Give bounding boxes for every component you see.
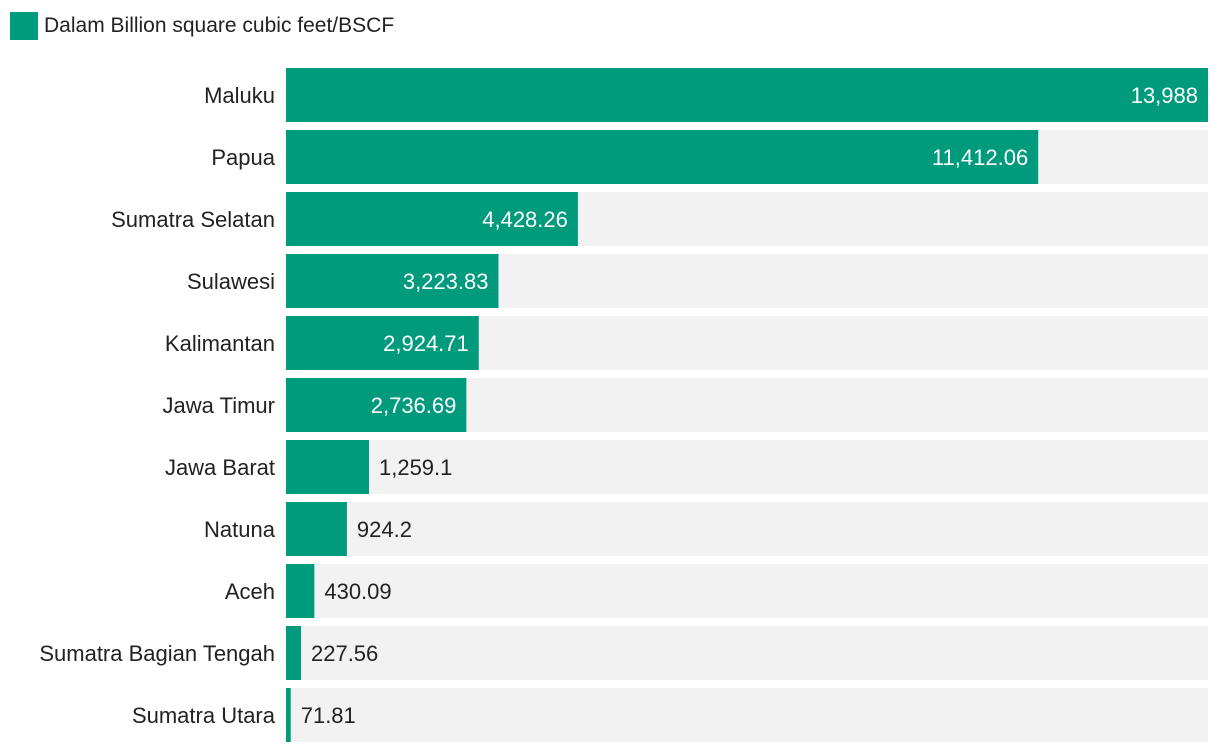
category-label: Jawa Barat bbox=[165, 455, 275, 480]
value-label: 2,924.71 bbox=[383, 331, 469, 356]
bar bbox=[286, 440, 369, 494]
category-label: Sumatra Utara bbox=[132, 703, 276, 728]
value-label: 227.56 bbox=[311, 641, 378, 666]
value-label: 11,412.06 bbox=[932, 145, 1028, 170]
value-label: 4,428.26 bbox=[482, 207, 568, 232]
value-label: 430.09 bbox=[324, 579, 391, 604]
bar bbox=[286, 502, 347, 556]
bar bbox=[286, 130, 1039, 184]
category-label: Natuna bbox=[204, 517, 276, 542]
category-label: Sumatra Bagian Tengah bbox=[39, 641, 275, 666]
bar-track bbox=[286, 564, 1208, 618]
bar-track bbox=[286, 440, 1208, 494]
value-label: 3,223.83 bbox=[403, 269, 489, 294]
category-label: Jawa Timur bbox=[163, 393, 275, 418]
bar bbox=[286, 68, 1208, 122]
legend: Dalam Billion square cubic feet/BSCF bbox=[10, 12, 394, 40]
category-label: Sulawesi bbox=[187, 269, 275, 294]
value-label: 1,259.1 bbox=[379, 455, 452, 480]
bar-track bbox=[286, 626, 1208, 680]
bar bbox=[286, 254, 499, 308]
category-label: Papua bbox=[211, 145, 275, 170]
category-label: Aceh bbox=[225, 579, 275, 604]
bar bbox=[286, 688, 291, 742]
legend-label: Dalam Billion square cubic feet/BSCF bbox=[44, 14, 395, 37]
category-label: Kalimantan bbox=[165, 331, 275, 356]
value-label: 71.81 bbox=[301, 703, 356, 728]
bar bbox=[286, 192, 578, 246]
bar-track bbox=[286, 688, 1208, 742]
bar-track bbox=[286, 502, 1208, 556]
bar bbox=[286, 564, 315, 618]
bar bbox=[286, 316, 479, 370]
bar bbox=[286, 378, 467, 432]
bar bbox=[286, 626, 301, 680]
category-label: Sumatra Selatan bbox=[111, 207, 275, 232]
category-label: Maluku bbox=[204, 83, 275, 108]
value-label: 924.2 bbox=[357, 517, 412, 542]
value-label: 13,988 bbox=[1131, 83, 1198, 108]
legend-swatch bbox=[10, 12, 38, 40]
value-label: 2,736.69 bbox=[371, 393, 457, 418]
